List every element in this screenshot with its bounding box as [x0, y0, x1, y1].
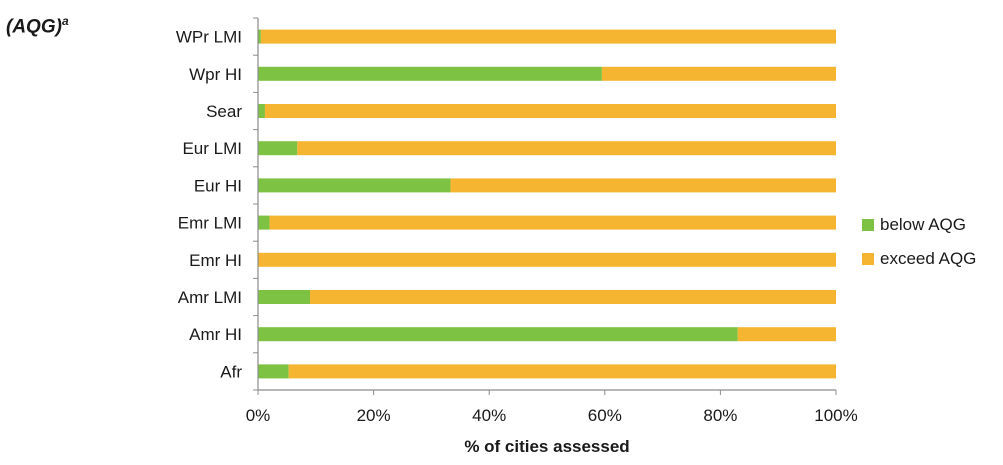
bar-below-8 — [258, 327, 738, 342]
legend: below AQG exceed AQG — [862, 215, 976, 268]
bar-exceed-3 — [297, 141, 836, 156]
category-labels: WPr LMI Wpr HI Sear Eur LMI Eur HI Emr LMI Emr… — [176, 28, 242, 382]
tick-labels: 0% 20% 40% 60% 80% 100% — [246, 406, 858, 425]
bar-exceed-6 — [258, 252, 836, 267]
bar-exceed-1 — [601, 66, 836, 81]
category-label-7: Amr LMI — [178, 288, 242, 307]
x-tick-label-5: 100% — [814, 406, 857, 425]
axis-layer — [253, 17, 837, 395]
bar-exceed-7 — [310, 290, 836, 304]
bar-below-2 — [258, 104, 265, 118]
bar-exceed-5 — [269, 215, 836, 230]
x-tick-label-1: 20% — [357, 406, 391, 425]
legend-swatch-exceed — [862, 253, 874, 265]
corner-label-text: (AQG) — [6, 16, 62, 38]
x-tick-label-0: 0% — [246, 406, 271, 425]
bar-below-5 — [258, 215, 270, 230]
bar-exceed-4 — [450, 178, 836, 193]
category-label-1: Wpr HI — [189, 65, 242, 84]
x-tick-label-4: 80% — [703, 406, 737, 425]
x-tick-label-3: 60% — [588, 406, 622, 425]
category-label-6: Emr HI — [189, 251, 242, 270]
bar-below-4 — [258, 178, 451, 193]
corner-label: (AQG)a — [6, 14, 69, 38]
x-axis-title: % of cities assessed — [464, 437, 629, 456]
category-label-9: Afr — [220, 362, 242, 381]
category-label-8: Amr HI — [189, 325, 242, 344]
x-tick-label-2: 40% — [472, 406, 506, 425]
legend-label-below: below AQG — [880, 215, 966, 234]
bar-exceed-0 — [260, 29, 836, 44]
bars-layer — [258, 29, 836, 379]
bar-exceed-2 — [264, 104, 836, 118]
bar-exceed-9 — [288, 364, 836, 379]
legend-label-exceed: exceed AQG — [880, 249, 976, 268]
bar-below-7 — [258, 290, 311, 304]
category-label-5: Emr LMI — [178, 214, 242, 233]
bar-below-9 — [258, 364, 289, 379]
category-label-0: WPr LMI — [176, 28, 242, 47]
category-label-2: Sear — [206, 102, 242, 121]
bar-below-3 — [258, 141, 298, 156]
bar-below-0 — [258, 29, 261, 44]
bar-exceed-8 — [737, 327, 836, 342]
bar-below-1 — [258, 66, 602, 81]
corner-label-superscript: a — [61, 14, 69, 28]
legend-swatch-below — [862, 219, 874, 231]
category-label-3: Eur LMI — [182, 139, 242, 158]
category-label-4: Eur HI — [194, 176, 242, 195]
